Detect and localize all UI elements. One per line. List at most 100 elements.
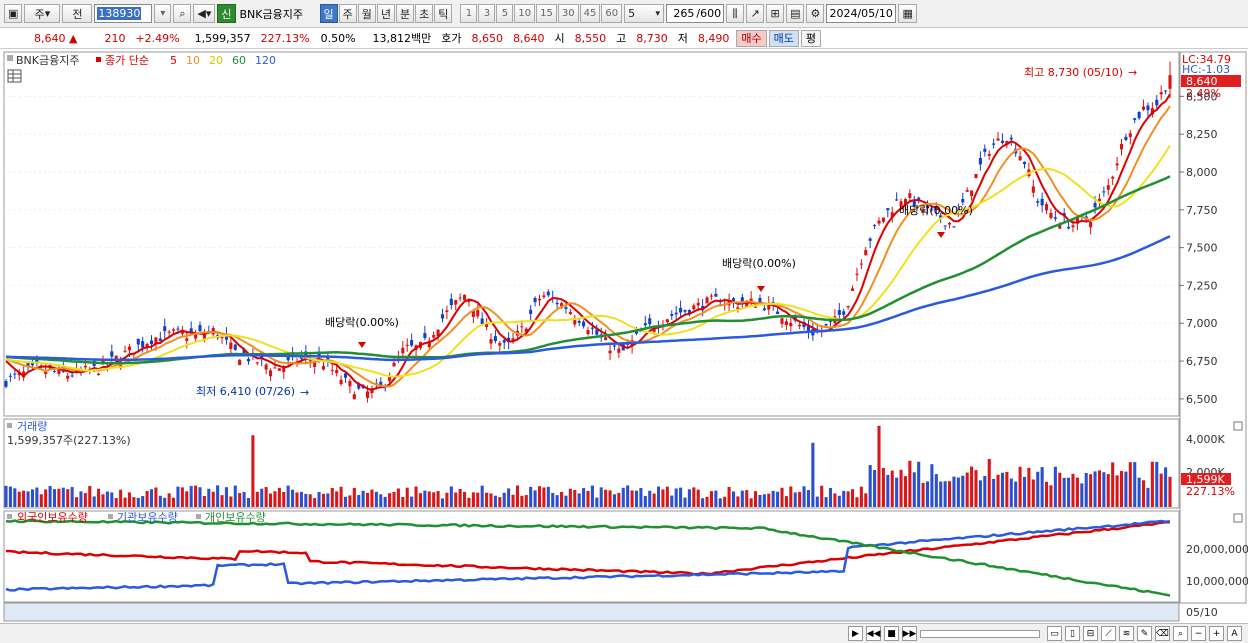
- minute-tab-10[interactable]: 10: [514, 4, 536, 23]
- volume-bar: [899, 469, 903, 507]
- sell-button[interactable]: 매도: [768, 29, 799, 47]
- split-icon[interactable]: ▯: [1065, 626, 1080, 641]
- candle-body: [458, 297, 462, 299]
- volume-bar: [119, 489, 123, 507]
- volume-bar: [537, 486, 542, 507]
- candle-body: [524, 328, 528, 333]
- calendar-icon[interactable]: ▦: [898, 4, 917, 23]
- volume-bar: [956, 477, 960, 507]
- minute-tab-5[interactable]: 5: [496, 4, 514, 23]
- period-tab-6[interactable]: 틱: [434, 4, 453, 23]
- compare-icon[interactable]: ⊟: [1083, 626, 1098, 641]
- buy-button[interactable]: 매수: [736, 29, 767, 47]
- candle-body: [1159, 92, 1163, 95]
- holdings-legend-handle-icon[interactable]: [7, 514, 12, 519]
- candle-body: [202, 333, 206, 339]
- candle-body: [731, 298, 736, 302]
- volume-bar: [97, 488, 101, 507]
- volume-bar: [454, 492, 458, 507]
- stop-icon[interactable]: ■: [884, 626, 899, 641]
- count-input[interactable]: 265/600: [666, 4, 725, 23]
- holdings-panel-close-icon[interactable]: [1233, 513, 1243, 523]
- period-tab-5[interactable]: 초: [415, 4, 434, 23]
- minute-tab-60[interactable]: 60: [601, 4, 623, 23]
- candle-body: [687, 310, 691, 315]
- volume-bar: [383, 496, 387, 507]
- window-icon[interactable]: ▣: [4, 4, 23, 23]
- grid-icon[interactable]: ⊞: [766, 4, 785, 23]
- layout-icon[interactable]: ▭: [1047, 626, 1062, 641]
- candle-body: [286, 356, 290, 361]
- speaker-icon[interactable]: ◀▾: [193, 4, 216, 23]
- scroll-right-icon[interactable]: ▶: [848, 626, 863, 641]
- minute-tab-15[interactable]: 15: [536, 4, 557, 23]
- volume-bar: [798, 491, 802, 507]
- candle-body: [683, 309, 687, 312]
- legend-handle-icon[interactable]: [7, 55, 13, 61]
- table-view-icon[interactable]: [7, 69, 22, 83]
- period-tab-3[interactable]: 년: [376, 4, 396, 23]
- dropdown-icon[interactable]: ▾: [154, 4, 172, 23]
- volume-bar: [511, 494, 515, 507]
- prev-select[interactable]: 전: [62, 4, 93, 23]
- minute-tab-3[interactable]: 3: [478, 4, 496, 23]
- volume-bar: [1137, 477, 1141, 507]
- volume-bar: [890, 470, 894, 507]
- stock-chart[interactable]: 2023/0405060708091011122024/0102030405 B…: [0, 50, 1248, 623]
- volume-bar: [1128, 462, 1132, 507]
- fibonacci-icon[interactable]: ≋: [1119, 626, 1134, 641]
- candle-body: [220, 337, 224, 339]
- volume-bar: [123, 497, 127, 507]
- candle-body: [670, 314, 674, 316]
- rewind-icon[interactable]: ◀◀: [866, 626, 881, 641]
- custom-interval-select[interactable]: 5 ▾: [624, 4, 665, 23]
- save-icon[interactable]: ▤: [786, 4, 805, 23]
- zoom-slider[interactable]: [920, 629, 1040, 638]
- candle-body: [427, 340, 431, 348]
- gear-icon[interactable]: ⚙: [806, 4, 825, 23]
- minute-tab-30[interactable]: 30: [557, 4, 579, 23]
- candle-body: [1045, 204, 1049, 211]
- draw-tool-icon[interactable]: ↗: [746, 4, 765, 23]
- candle-body: [114, 355, 118, 359]
- minute-tab-1[interactable]: 1: [460, 4, 478, 23]
- zoom-out-icon[interactable]: −: [1191, 626, 1206, 641]
- volume-bar: [4, 485, 8, 507]
- candle-body: [110, 351, 114, 357]
- volume-bar: [321, 493, 325, 507]
- volume-bar: [299, 491, 303, 507]
- candle-type-icon[interactable]: ⫼: [726, 4, 745, 23]
- pattern-icon[interactable]: ✎: [1137, 626, 1152, 641]
- holdings-legend-individual: 개인보유수량: [205, 511, 266, 524]
- trend-icon[interactable]: ⟋: [1101, 626, 1116, 641]
- fast-forward-icon[interactable]: ▶▶: [902, 626, 917, 641]
- volume-bar: [851, 489, 855, 507]
- period-tab-0[interactable]: 일: [319, 4, 338, 23]
- date-input[interactable]: 2024/05/10: [826, 4, 897, 23]
- font-size-icon[interactable]: A: [1227, 626, 1242, 641]
- period-tab-1[interactable]: 주: [338, 4, 357, 23]
- magnifier-icon[interactable]: ⌕: [1173, 626, 1188, 641]
- period-tab-4[interactable]: 분: [396, 4, 415, 23]
- volume-bar: [1142, 480, 1146, 507]
- volume-bar: [925, 481, 930, 507]
- volume-bar: [1106, 474, 1110, 507]
- period-tab-2[interactable]: 월: [357, 4, 376, 23]
- volume-legend-handle-icon[interactable]: [7, 423, 12, 428]
- volume-bar: [1031, 479, 1035, 507]
- candle-body: [1093, 202, 1097, 208]
- zoom-in-icon[interactable]: +: [1209, 626, 1224, 641]
- volume-bar: [1159, 473, 1163, 507]
- avg-button[interactable]: 평: [800, 29, 822, 47]
- stock-code-input[interactable]: 138930: [94, 4, 153, 23]
- volume-panel-close-icon[interactable]: [1233, 421, 1243, 431]
- period-select[interactable]: 주 ▾: [24, 4, 61, 23]
- search-icon[interactable]: ⌕: [173, 4, 192, 23]
- candle-body: [740, 297, 744, 304]
- candle-body: [877, 220, 881, 224]
- volume-bar: [987, 458, 991, 507]
- quote-turnover: 0.50%: [320, 31, 356, 45]
- minute-tab-45[interactable]: 45: [579, 4, 601, 23]
- eraser-icon[interactable]: ⌫: [1155, 626, 1170, 641]
